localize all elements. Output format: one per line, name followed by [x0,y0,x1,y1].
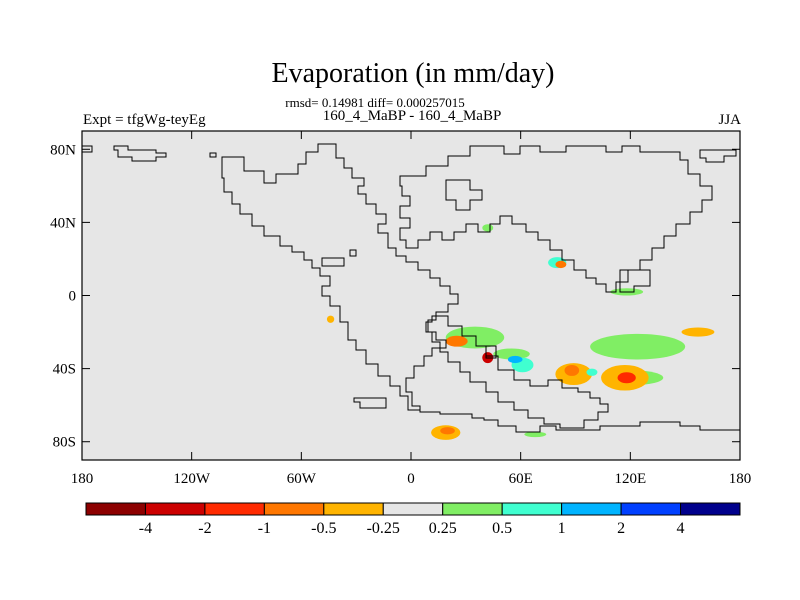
colorbar-swatch [263,502,325,516]
stats-line: rmsd= 0.14981 diff= 0.000257015 [285,95,464,110]
anomaly-regions [279,224,728,451]
colorbar-label: 0.25 [429,520,457,537]
anomaly-region-east-asia-orange [517,239,525,246]
colorbar-label: 4 [677,520,685,537]
antarctic-outline [412,405,740,433]
eurasia-outline [399,145,713,293]
colorbar-label: -0.5 [311,520,336,537]
arctic-east-outline [699,149,737,163]
colorbar-label: 1 [558,520,566,537]
map-background [82,131,740,460]
anomaly-region-siberia-orange [577,292,603,299]
colorbar-swatch [501,502,563,516]
anomaly-region-southern-tip-green [524,431,547,438]
africa-outline [425,315,609,429]
colorbar-label: -4 [139,520,152,537]
anomaly-region-south-indian-green-band [493,348,530,360]
anomaly-region-europe-green [482,224,494,232]
scandinavia-outline [445,179,483,211]
y-tick-label: 80S [53,435,76,451]
greenland-outline [113,145,167,162]
chart-subtitle: 160_4_MaBP - 160_4_MaBP [323,108,502,124]
north-america-outline [221,143,459,411]
colorbar-swatch [85,502,146,516]
chart-title: Evaporation (in mm/day) [271,58,554,89]
y-tick-label: 80N [50,142,76,158]
x-tick-label: 120W [173,471,211,487]
anomaly-region-arabian-orange [445,335,468,347]
colorbar-swatch [144,502,206,516]
colorbar: -4 -2 -1 -0.5 -0.25 0.25 0.5 1 2 4 [85,502,741,537]
anomaly-region-indian-ocean-red [564,364,580,376]
colorbar-swatch [323,502,384,516]
colorbar-swatch [620,502,682,516]
island-outline-1 [321,257,345,267]
arctic-island-outline [82,145,93,153]
continent-outlines [82,143,740,433]
x-tick-label: 60W [287,471,317,487]
anomaly-region-atlantic-orange [326,315,335,323]
y-tick-label: 40S [53,362,76,378]
anomaly-region-java-blue [507,355,523,364]
colorbar-label: 0.5 [492,520,512,537]
y-tick-label: 0 [69,289,77,305]
x-tick-label: 120E [614,471,646,487]
colorbar-label: 2 [617,520,625,537]
colorbar-label: -1 [258,520,271,537]
x-tick-label: 180 [729,471,752,487]
colorbar-swatch [442,502,503,516]
anomaly-region-tropical-atlantic-orange [279,302,298,307]
anomaly-region-asia-red [555,260,567,269]
island-outline-3 [485,345,497,359]
anomaly-region-southern-ocean-orange [624,447,728,451]
season-label: JJA [718,112,741,128]
island-outline-2 [349,249,357,257]
x-tick-label: 180 [71,471,94,487]
south-america-outline [353,397,387,409]
anomaly-region-indian-cyan [586,368,598,376]
colorbar-label: -2 [198,520,211,537]
colorbar-swatch [204,502,265,516]
anomaly-region-australia-red [617,372,636,384]
colorbar-label: -0.25 [367,520,400,537]
experiment-label: Expt = tfgWg-teyEg [83,112,206,128]
arctic-island-outline-2 [209,152,217,158]
axis-ticks: 180 120W 60W 0 60E 120E 180 80N 40N 0 40S 80S [50,131,751,487]
anomaly-region-south-america-red [440,427,455,435]
anomaly-region-west-pacific-green [590,333,686,360]
y-tick-label: 40N [50,215,76,231]
x-tick-label: 0 [407,471,415,487]
colorbar-swatch [382,502,444,516]
colorbar-swatch [680,502,741,516]
anomaly-region-east-pacific-orange [681,327,715,337]
australia-outline [619,269,651,293]
x-tick-label: 60E [509,471,533,487]
colorbar-swatch [561,502,622,516]
